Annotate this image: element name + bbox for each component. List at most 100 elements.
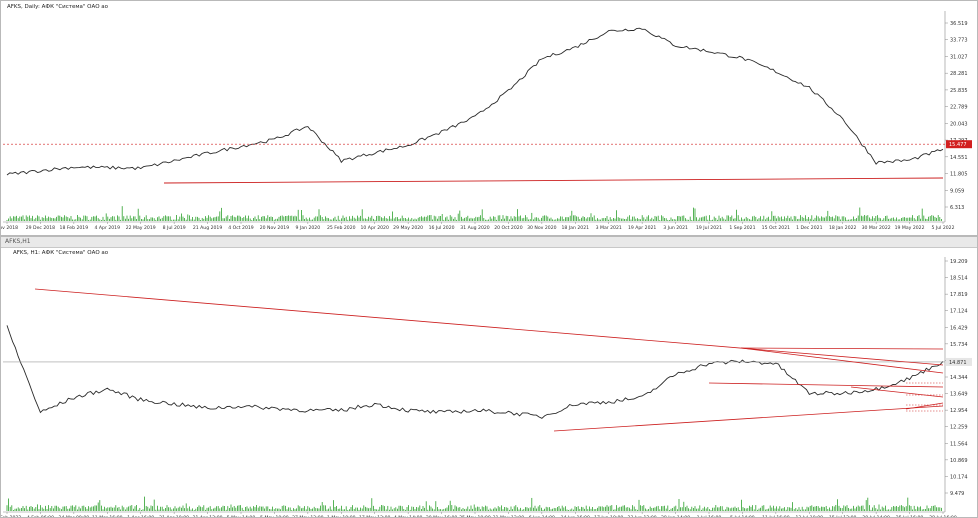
daily-x-tick-label: 18 Feb 2019 xyxy=(60,225,89,231)
hourly-x-tick-label: 27 May 12:00 xyxy=(292,515,324,517)
hourly-x-tick-label: 4 Feb 06:00 xyxy=(27,515,54,517)
hourly-trendline-support xyxy=(553,405,944,432)
hourly-y-tick-label: 10.869 xyxy=(950,458,968,464)
hourly-trendline-resistance xyxy=(34,288,944,366)
hourly-x-tick-label: 25 May 10:00 xyxy=(459,515,491,517)
hourly-y-tick-label: 12.954 xyxy=(950,408,968,414)
daily-chart-canvas[interactable]: 36.519 33.773 31.027 28.281 25.835 22.789 20.0… xyxy=(1,1,977,235)
daily-y-tick-label: 33.773 xyxy=(950,38,968,44)
hourly-x-tick-label: 17 May 12:00 xyxy=(359,515,391,517)
daily-x-tick-label: 30 Mar 2022 xyxy=(862,225,891,231)
hourly-y-tick-label: 18.514 xyxy=(950,276,968,282)
hourly-x-tick-label: 21 Feb 2022 xyxy=(1,515,21,517)
hourly-y-tick-label: 14.344 xyxy=(950,375,968,381)
daily-y-tick-label: 11.805 xyxy=(950,172,968,178)
hourly-channel-bottom xyxy=(708,382,944,388)
hourly-x-tick-label: 20 Jul 14:00 xyxy=(862,515,890,517)
hourly-chart-canvas[interactable]: 19.20918.51417.81917.12416.42915.73415.0… xyxy=(1,237,977,517)
daily-x-tick-label: 29 Dec 2018 xyxy=(26,225,55,231)
daily-support-trendline xyxy=(163,177,944,184)
hourly-x-tick-label: 28 Jul 16:00 xyxy=(929,515,957,517)
hourly-x-tick-label: 15 Jul 12:00 xyxy=(829,515,857,517)
daily-x-tick-label: 1 Sep 2021 xyxy=(729,225,755,231)
daily-x-tick-label: 19 May 2022 xyxy=(895,225,925,231)
hourly-y-tick-label: 11.564 xyxy=(950,441,968,447)
daily-x-tick-label: 30 Nov 2020 xyxy=(527,225,556,231)
daily-x-tick-label: 18 Jan 2022 xyxy=(829,225,857,231)
hourly-x-tick-label: 23 Jun 12:00 xyxy=(628,515,657,517)
hourly-x-tick-label: 11 Mar 16:00 xyxy=(92,515,123,517)
daily-x-tick-label: 20 Nov 2019 xyxy=(260,225,289,231)
daily-y-tick-label: 22.789 xyxy=(950,105,968,111)
hourly-x-tick-label: 13 Jul 10:00 xyxy=(796,515,824,517)
hourly-y-tick-label: 10.174 xyxy=(950,474,968,480)
daily-x-tick-label: 22 May 2019 xyxy=(126,225,156,231)
daily-x-tick-label: 19 Apr 2021 xyxy=(628,225,656,231)
hourly-chart-titlebar: AFKS,H1 xyxy=(1,237,977,248)
daily-price-tag-bg xyxy=(946,140,972,149)
hourly-x-tick-label: 17 Jun 10:00 xyxy=(594,515,623,517)
hourly-x-tick-label: 31 May 12:00 xyxy=(493,515,525,517)
hourly-price-tag-bg xyxy=(946,357,972,366)
daily-chart-window[interactable]: AFKS, Daily: АФК "Система" ОАО ao 36.519… xyxy=(0,0,978,236)
hourly-y-tick-label: 13.649 xyxy=(950,392,968,398)
hourly-x-tick-label: 1 Jul 16:00 xyxy=(697,515,722,517)
daily-x-tick-label: 20 Oct 2020 xyxy=(494,225,522,231)
daily-y-tick-label: 9.059 xyxy=(950,188,964,194)
hourly-x-tick-label: 20 May 16:00 xyxy=(426,515,458,517)
hourly-y-tick-label: 12.259 xyxy=(950,425,968,431)
daily-x-tick-label: 29 May 2020 xyxy=(393,225,423,231)
daily-chart-legend: AFKS, Daily: АФК "Система" ОАО ao xyxy=(7,4,109,10)
hourly-x-tick-label: 28 Jun 14:00 xyxy=(661,515,690,517)
hourly-x-tick-label: 1 May 10:00 xyxy=(327,515,356,517)
hourly-y-tick-label: 9.479 xyxy=(950,491,964,497)
daily-y-tick-label: 25.835 xyxy=(950,88,968,94)
hourly-channel-diagonal xyxy=(740,347,944,374)
hourly-chart-title: AFKS,H1 xyxy=(5,238,31,245)
daily-y-tick-label: 36.519 xyxy=(950,21,968,27)
hourly-chart-legend: AFKS, H1: АФК "Система" ОАО ao xyxy=(13,250,109,256)
hourly-x-tick-label: 1 Apr 16:00 xyxy=(127,515,154,517)
daily-y-tick-label: 20.043 xyxy=(950,121,968,127)
hourly-x-tick-label: 5 May 10:00 xyxy=(260,515,289,517)
daily-x-tick-label: 19 Jul 2021 xyxy=(696,225,722,231)
daily-x-tick-label: 1 Dec 2021 xyxy=(796,225,823,231)
daily-x-tick-label: 31 Aug 2020 xyxy=(460,225,490,231)
hourly-trendline-short-2 xyxy=(905,402,944,410)
daily-x-tick-label: 3 Jun 2021 xyxy=(663,225,688,231)
daily-y-tick-label: 28.281 xyxy=(950,71,968,77)
daily-x-tick-label: 18 Jan 2021 xyxy=(562,225,590,231)
hourly-x-tick-label: 25 Jul 16:00 xyxy=(896,515,924,517)
daily-x-tick-label: 16 Jul 2020 xyxy=(429,225,455,231)
hourly-chart-window[interactable]: AFKS,H1 AFKS, H1: АФК "Система" ОАО ao 1… xyxy=(0,236,978,518)
hourly-x-tick-label: 21 Apr 12:00 xyxy=(193,515,223,517)
daily-price-tag: 15.477 xyxy=(949,142,967,148)
daily-price-line xyxy=(6,27,944,176)
daily-y-tick-label: 6.313 xyxy=(950,205,964,211)
hourly-y-tick-label: 17.124 xyxy=(950,309,968,315)
hourly-x-tick-label: 4 May 14:00 xyxy=(394,515,423,517)
daily-y-tick-label: 14.551 xyxy=(950,155,968,161)
daily-x-tick-label: 4 Oct 2019 xyxy=(228,225,254,231)
hourly-trendline-short xyxy=(850,386,944,398)
hourly-x-tick-label: 5 Jul 14:00 xyxy=(730,515,755,517)
daily-x-tick-label: 3 Mar 2021 xyxy=(596,225,622,231)
hourly-x-tick-label: 6 Jun 14:00 xyxy=(529,515,555,517)
hourly-x-tick-label: 5 May 14:00 xyxy=(227,515,256,517)
hourly-x-tick-label: 24 Mar 09:00 xyxy=(59,515,90,517)
hourly-price-line xyxy=(6,325,944,419)
daily-x-tick-label: 4 Apr 2019 xyxy=(95,225,121,231)
hourly-x-tick-label: 11 Jul 16:00 xyxy=(762,515,790,517)
daily-x-tick-label: 10 Apr 2020 xyxy=(361,225,389,231)
hourly-y-tick-label: 19.209 xyxy=(950,259,968,265)
hourly-y-tick-label: 16.429 xyxy=(950,325,968,331)
hourly-x-tick-label: 21 Apr 10:00 xyxy=(159,515,189,517)
daily-x-tick-label: 21 Aug 2019 xyxy=(193,225,223,231)
daily-y-tick-label: 31.027 xyxy=(950,54,968,60)
daily-x-tick-label: 25 Feb 2020 xyxy=(327,225,356,231)
hourly-y-tick-label: 15.734 xyxy=(950,342,968,348)
daily-x-tick-label: Nov 2018 xyxy=(1,225,18,231)
daily-x-tick-label: 8 Jul 2019 xyxy=(163,225,186,231)
daily-x-tick-label: 9 Jan 2020 xyxy=(296,225,321,231)
daily-x-tick-label: 5 Jul 2022 xyxy=(931,225,954,231)
